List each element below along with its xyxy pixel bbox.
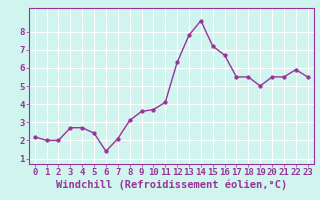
X-axis label: Windchill (Refroidissement éolien,°C): Windchill (Refroidissement éolien,°C): [56, 180, 287, 190]
